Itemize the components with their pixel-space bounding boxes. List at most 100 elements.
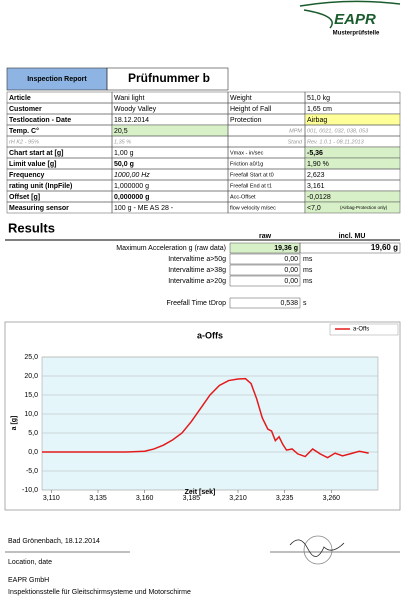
row-value: (Airbag-Protection only) (340, 205, 388, 210)
result-unit: ms (303, 256, 313, 263)
row-value: 1,00 g (114, 150, 134, 157)
row-value: 3,161 (307, 183, 325, 190)
y-axis-label: a [g] (11, 416, 18, 431)
result-label: Maximum Acceleration g (raw data) (116, 245, 226, 252)
row-label: MPM (289, 128, 302, 134)
signature (289, 539, 345, 557)
row-value: Wani light (114, 95, 145, 102)
row-label: Weight (230, 95, 252, 102)
row-value: -5,36 (307, 150, 323, 157)
place-date: Bad Grönenbach, 18.12.2014 (8, 538, 100, 545)
result-label: Intervaltime a>50g (168, 256, 226, 263)
row-label: Limit value [g] (9, 161, 56, 168)
x-axis-label: Zeit [sek] (185, 489, 216, 496)
row-label: Height of Fall (230, 106, 272, 113)
row-label: Frequency (9, 172, 45, 179)
row-label: Chart start at [g] (9, 150, 63, 157)
result-cell (229, 264, 301, 276)
results-col: raw (259, 233, 272, 240)
legend-box (329, 323, 399, 336)
result-raw: 0,00 (284, 267, 298, 274)
row-value: 51,0 kg (307, 95, 330, 102)
row-label: Article (9, 95, 31, 102)
row-value: 1,000000 g (114, 183, 149, 190)
data-line (42, 377, 369, 459)
row-value: 1000,00 Hz (114, 172, 150, 179)
row-label: rating unit (InpFile) (9, 183, 72, 190)
plot-area (41, 356, 379, 491)
row-label: Temp. C° (9, 127, 39, 135)
logo: EAPR (334, 11, 376, 28)
row-label: flow velocity m/sec (230, 205, 276, 211)
result-unit: ms (303, 267, 313, 274)
row-label: Freefall Start at t0 (230, 172, 274, 178)
result-cell (229, 275, 301, 287)
row-value: 1,90 % (307, 161, 329, 168)
report-number-box (106, 67, 229, 91)
result-raw: 19,36 g (274, 245, 298, 252)
x-tick-label: 3,160 (136, 495, 154, 502)
report-label: Inspection Report (27, 76, 87, 83)
y-tick-label: 25,0 (24, 354, 38, 361)
row-label: Offset [g] (9, 194, 40, 201)
result-cell (229, 253, 301, 265)
y-tick-label: 20,0 (24, 373, 38, 380)
row-value: 100 g - ME AS 28 - (114, 205, 174, 212)
x-tick-label: 3,185 (183, 495, 201, 502)
row-label: Protection (230, 117, 262, 124)
table-cell (111, 124, 229, 137)
table-cell (304, 201, 401, 214)
row-value: -0,0128 (307, 194, 331, 201)
row-value: 50,0 g (114, 161, 134, 168)
chart-title: a-Offs (197, 330, 223, 340)
row-value: 2,623 (307, 172, 325, 179)
logo-subtitle: Musterprüfstelle (333, 31, 380, 37)
result-raw: 0,538 (280, 300, 298, 307)
x-tick-label: 3,210 (229, 495, 247, 502)
x-tick-label: 3,110 (43, 495, 60, 502)
row-label: rH K2 - 95% (9, 139, 39, 145)
row-value: 18.12.2014 (114, 117, 149, 124)
row-value: 001, 0021, 032, 038, 053 (307, 128, 369, 134)
row-label: Friction a0/1g (230, 161, 263, 167)
y-tick-label: 5,0 (28, 430, 38, 437)
row-label: Testlocation - Date (9, 117, 71, 124)
result-label: Intervaltime a>20g (168, 278, 226, 285)
row-value: <7,0 (307, 205, 321, 212)
result-unit: ms (303, 278, 313, 285)
row-value: Airbag (307, 117, 327, 124)
result-raw: 0,00 (284, 278, 298, 285)
row-label: Freefall End at t1 (230, 183, 272, 189)
result-raw: 0,00 (284, 256, 298, 263)
y-tick-label: 15,0 (24, 392, 38, 399)
row-value: 20,5 (114, 128, 128, 135)
row-value: 1,65 cm (307, 106, 332, 113)
description: Inspektionsstelle für Gleitschirmsysteme… (8, 589, 191, 596)
report-number: Prüfnummer b (128, 71, 210, 85)
company: EAPR GmbH (8, 577, 49, 584)
row-label: Customer (9, 106, 42, 113)
x-tick-label: 3,235 (276, 495, 294, 502)
row-label: Measuring sensor (9, 205, 69, 212)
y-tick-label: 10,0 (24, 411, 38, 418)
row-value: 1,35 % (114, 139, 131, 145)
row-label: Acc-Offset (230, 194, 256, 200)
results-col: incl. MU (339, 233, 366, 240)
result-label: Intervaltime a>38g (168, 267, 226, 274)
result-label: Freefall Time tDrop (166, 300, 226, 307)
x-tick-label: 3,135 (89, 495, 107, 502)
legend-label: a-Offs (353, 327, 369, 333)
result-cell (299, 242, 401, 254)
result-cell (229, 297, 301, 309)
row-value: 0,000000 g (114, 194, 149, 201)
row-value: Rev. 1.0.1 - 08.11.2013 (307, 139, 365, 145)
result-mu: 19,60 g (371, 243, 398, 252)
y-tick-label: 0,0 (28, 449, 38, 456)
results-title: Results (8, 220, 55, 235)
row-value: Woody Valley (114, 106, 157, 113)
logo-swoosh (299, 0, 401, 29)
row-label: Stand (288, 139, 303, 145)
x-tick-label: 3,260 (323, 495, 341, 502)
